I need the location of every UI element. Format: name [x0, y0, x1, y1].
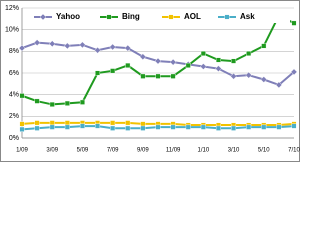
point	[48, 40, 56, 48]
point	[19, 126, 25, 132]
point	[261, 124, 267, 130]
point	[155, 124, 161, 130]
point	[215, 65, 222, 72]
y-tick-label: 8%	[9, 48, 19, 55]
point	[170, 124, 176, 130]
point	[49, 120, 55, 126]
point	[291, 20, 297, 26]
point	[64, 42, 71, 50]
point	[64, 100, 70, 106]
legend-marker	[224, 14, 230, 20]
x-tick-label: 1/10	[197, 148, 209, 154]
point	[34, 120, 40, 126]
legend-label: AOL	[184, 12, 201, 21]
point	[19, 93, 25, 99]
x-tick-label: 5/09	[77, 148, 89, 154]
point	[215, 57, 221, 63]
point	[261, 43, 267, 49]
point	[94, 46, 101, 54]
point	[291, 123, 297, 129]
point	[246, 124, 252, 130]
point	[290, 68, 298, 76]
y-tick-label: 10%	[5, 27, 19, 34]
point	[19, 121, 25, 127]
point	[200, 51, 206, 57]
point	[34, 98, 40, 104]
x-tick-label: 3/09	[46, 148, 58, 154]
point	[154, 57, 162, 65]
x-tick-label: 7/09	[107, 148, 119, 154]
legend-marker	[39, 13, 47, 21]
point	[125, 62, 131, 68]
x-tick-label: 9/09	[137, 148, 149, 154]
point	[245, 71, 252, 79]
point	[139, 53, 147, 61]
point	[185, 62, 191, 68]
y-tick-label: 4%	[9, 92, 19, 99]
point	[49, 101, 55, 107]
y-tick-label: 12%	[5, 5, 19, 12]
point	[33, 39, 41, 46]
point	[110, 68, 116, 74]
point	[185, 124, 191, 130]
x-tick-label: 11/09	[166, 148, 181, 154]
point	[64, 120, 70, 126]
point	[215, 125, 221, 131]
y-tick-label: 2%	[9, 113, 19, 120]
point	[95, 70, 101, 76]
point	[110, 120, 116, 126]
legend-marker	[168, 14, 174, 20]
point	[79, 99, 85, 105]
x-tick-label: 1/09	[16, 148, 28, 154]
point	[49, 124, 55, 130]
point	[125, 125, 131, 131]
chart-border	[0, 0, 300, 162]
legend-label: Yahoo	[56, 12, 80, 21]
legend-box	[28, 11, 290, 23]
point	[79, 41, 86, 49]
x-tick-label: 3/10	[228, 148, 240, 154]
point	[79, 123, 85, 129]
point	[230, 72, 237, 80]
point	[18, 44, 26, 52]
point	[140, 125, 146, 131]
x-tick-label: 5/10	[258, 148, 270, 154]
point	[109, 43, 116, 51]
point	[170, 73, 176, 79]
point	[200, 63, 207, 70]
point	[260, 76, 268, 83]
chart: 0% 2% 4% 6% 8% 10% 12% 1/09 3/09 5/09 7/09 9/09 11/0…	[0, 0, 300, 162]
point	[231, 125, 237, 131]
point	[231, 58, 237, 64]
x-tick-label: 7/10	[288, 148, 300, 154]
legend-label: Bing	[122, 12, 140, 21]
point	[110, 125, 116, 131]
point	[64, 124, 70, 130]
point	[200, 124, 206, 130]
point	[275, 81, 283, 89]
legend-label: Ask	[240, 12, 255, 21]
point	[140, 121, 146, 127]
point	[246, 51, 252, 57]
point	[155, 73, 161, 79]
legend-marker	[106, 14, 112, 20]
point	[169, 58, 177, 66]
point	[125, 120, 131, 126]
point	[124, 44, 132, 52]
y-tick-label: 6%	[9, 70, 19, 77]
y-tick-label: 0%	[9, 135, 19, 142]
point	[140, 73, 146, 79]
point	[34, 125, 40, 131]
point	[276, 124, 282, 130]
point	[95, 123, 101, 129]
